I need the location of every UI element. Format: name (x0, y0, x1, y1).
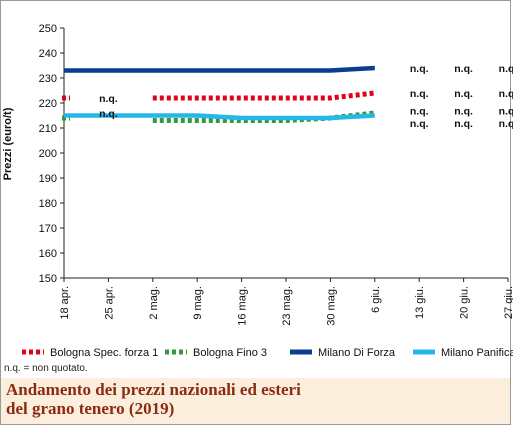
y-tick-label: 240 (39, 48, 57, 60)
annotation-nq: n.q. (410, 106, 429, 118)
annotation-nq: n.q. (99, 108, 118, 120)
annotation-nq: n.q. (499, 88, 513, 100)
annotation-nq: n.q. (410, 118, 429, 130)
series-line-2 (64, 65, 375, 73)
legend-label: Bologna Fino 3 (193, 347, 267, 359)
x-tick-label: 25 apr. (103, 286, 115, 320)
y-tick-label: 210 (39, 123, 57, 135)
x-tick-label: 2 mag. (148, 286, 160, 320)
x-tick-label: 27 giu. (503, 286, 513, 319)
annotation-nq: n.q. (99, 93, 118, 105)
x-tick-label: 6 giu. (370, 286, 382, 313)
y-tick-label: 250 (39, 23, 57, 35)
annotation-nq: n.q. (410, 88, 429, 100)
annotation-nq: n.q. (454, 118, 473, 130)
x-tick-label: 9 mag. (192, 286, 204, 320)
y-tick-label: 190 (39, 173, 57, 185)
x-tick-label: 18 apr. (59, 286, 71, 320)
series-line-0 (152, 90, 376, 101)
x-tick-label: 16 mag. (237, 286, 249, 326)
x-tick-label: 30 mag. (325, 286, 337, 326)
x-tick-label: 23 mag. (281, 286, 293, 326)
y-tick-label: 180 (39, 198, 57, 210)
y-tick-label: 230 (39, 73, 57, 85)
y-tick-label: 200 (39, 148, 57, 160)
y-axis-label: Prezzi (euro/t) (2, 107, 14, 180)
chart-title-line-2: del grano tenero (2019) (6, 399, 175, 418)
legend-label: Milano Di Forza (318, 347, 396, 359)
series-lines (62, 65, 376, 123)
axes: 150 160 170 180 190 200 210 220 230 240 250 18 apr.… (39, 23, 513, 326)
annotations: n.q.n.q.n.q.n.q.n.q.n.q.n.q.n.q.n.q.n.q.… (99, 63, 513, 130)
y-tick-label: 150 (39, 273, 57, 285)
annotation-nq: n.q. (499, 118, 513, 130)
y-tick-label: 160 (39, 248, 57, 260)
annotation-nq: n.q. (454, 106, 473, 118)
footnote: n.q. = non quotato. (4, 363, 88, 374)
y-tick-label: 170 (39, 223, 57, 235)
annotation-nq: n.q. (454, 63, 473, 75)
x-tick-label: 13 giu. (414, 286, 426, 319)
annotation-nq: n.q. (499, 63, 513, 75)
x-tick-label: 20 giu. (459, 286, 471, 319)
legend-label: Bologna Spec. forza 1 (50, 347, 158, 359)
chart-title-line-1: Andamento dei prezzi nazionali ed esteri (6, 380, 301, 399)
annotation-nq: n.q. (499, 106, 513, 118)
chart-title: Andamento dei prezzi nazionali ed esteri… (6, 380, 506, 418)
title-banner (1, 378, 510, 424)
legend: Bologna Spec. forza 1 Bologna Fino 3 Milan… (22, 347, 513, 359)
legend-label: Milano Panificabile (441, 347, 513, 359)
annotation-nq: n.q. (410, 63, 429, 75)
series-line-3 (64, 113, 375, 121)
annotation-nq: n.q. (454, 88, 473, 100)
y-tick-label: 220 (39, 98, 57, 110)
